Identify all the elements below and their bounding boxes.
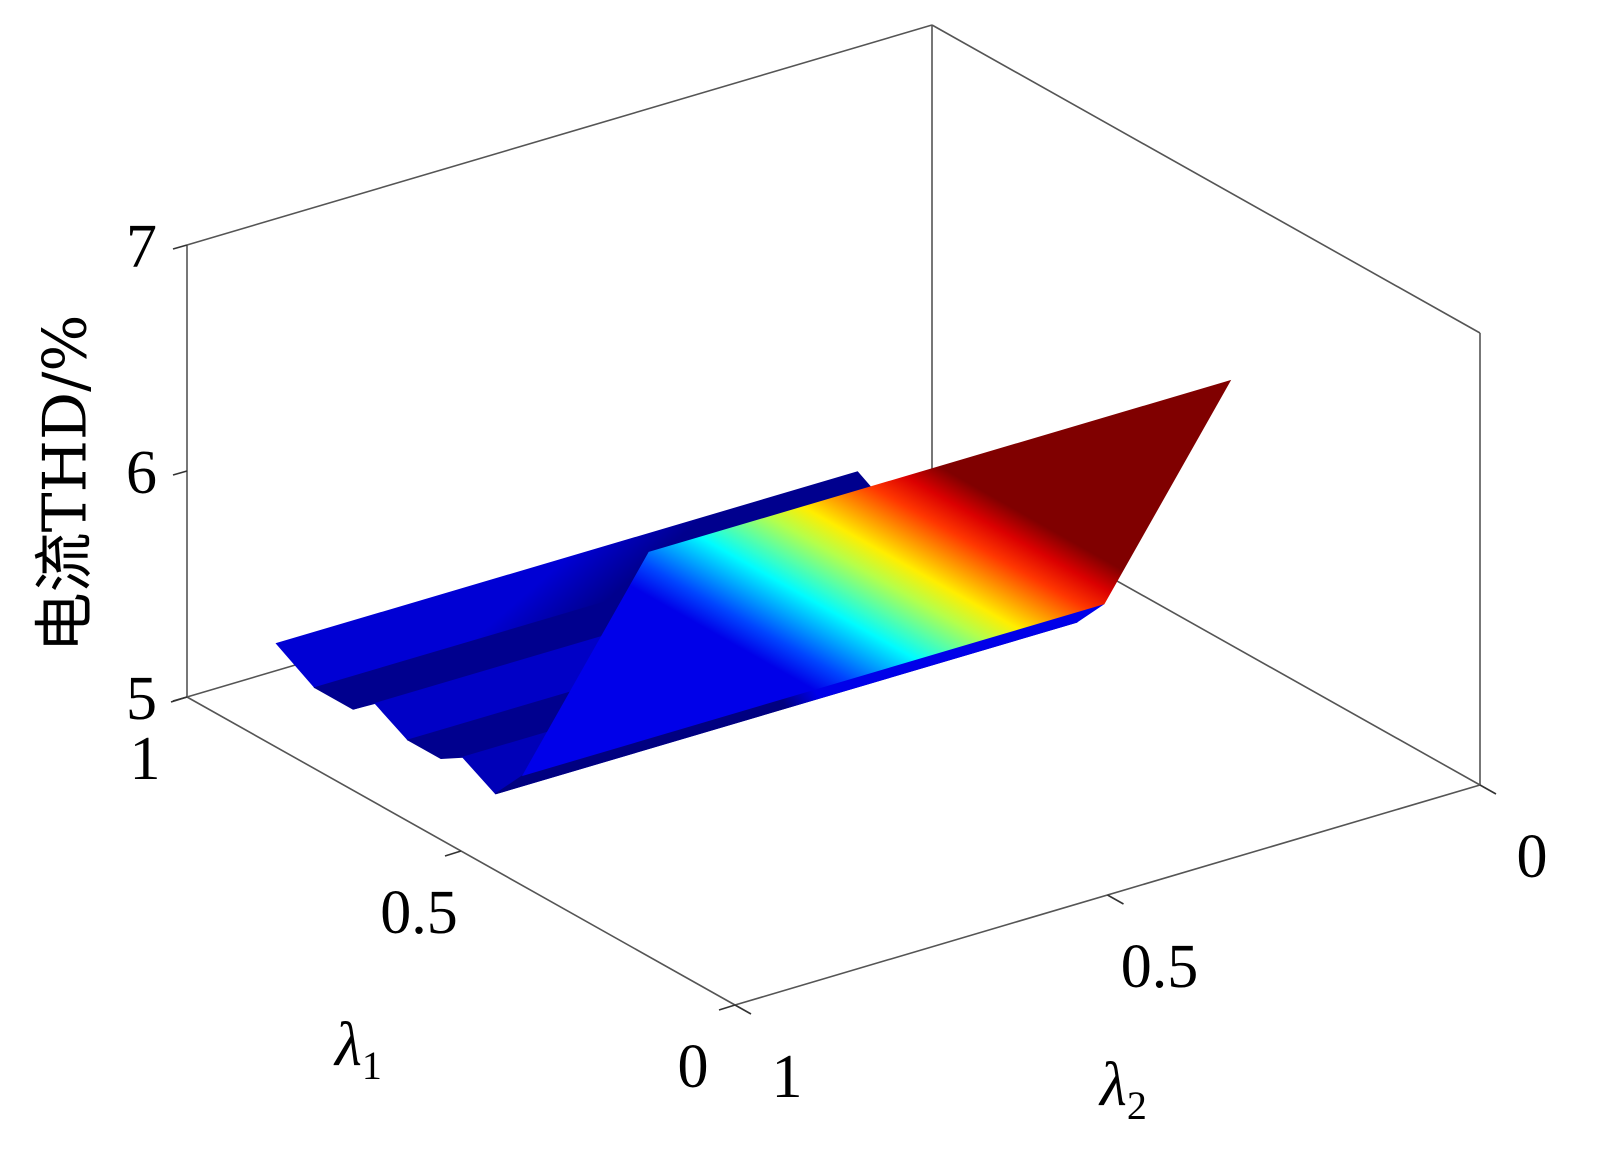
x-tick-label: 1 (130, 725, 161, 793)
surface-patch (521, 379, 1232, 777)
x-tick-label: 0 (678, 1033, 709, 1101)
z-tick-label: 7 (126, 213, 157, 281)
x-axis-label: λ1 (333, 1011, 382, 1088)
box-top-right-edge (931, 24, 1481, 334)
x-tick-mark (718, 1004, 736, 1011)
y-tick-mark (1107, 894, 1124, 905)
y-tick-label: 1 (772, 1043, 803, 1111)
y-tick-mark (734, 1004, 752, 1015)
y-tick-label: 0 (1517, 823, 1548, 891)
y-axis-label: λ2 (1098, 1051, 1147, 1128)
x-tick-mark (170, 696, 188, 703)
y-tick-mark (1479, 784, 1497, 795)
y-tick-label: 0.5 (1121, 933, 1199, 1001)
x-tick-mark (444, 850, 462, 857)
z-tick-label: 6 (126, 439, 157, 507)
box-top-left-edge (186, 24, 933, 246)
z-tick-mark (172, 470, 188, 476)
z-axis-label: 电流THD/% (30, 314, 101, 653)
x-tick-label: 0.5 (380, 879, 458, 947)
z-tick-label: 5 (126, 665, 157, 733)
z-tick-mark (172, 244, 188, 250)
